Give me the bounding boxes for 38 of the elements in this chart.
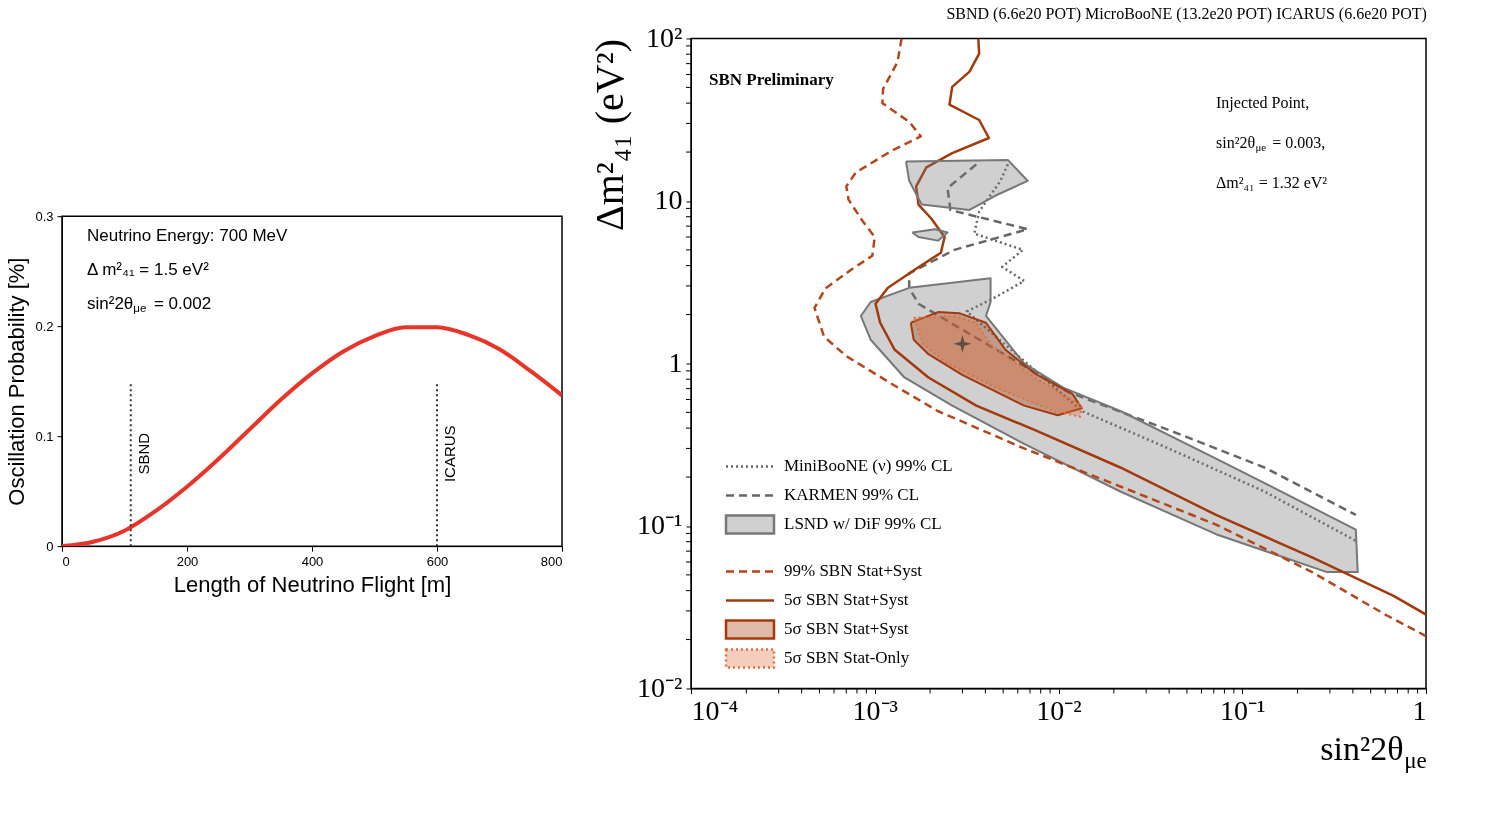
text: = 0.003, (1272, 134, 1326, 152)
y-tick-label: 0 (46, 538, 54, 554)
y-tick-label: 10⁻¹ (637, 509, 683, 541)
legend-label: LSND w/ DiF 99% CL (784, 514, 942, 534)
x-axis-title: Length of Neutrino Flight [m] (173, 571, 452, 597)
annotation: SBN Preliminary (709, 70, 835, 90)
legend-label: 5σ SBN Stat+Syst (784, 590, 909, 610)
y-tick-label: 1 (668, 346, 683, 378)
x-tick-label: 10⁻¹ (1220, 694, 1266, 726)
annotation: Injected Point, (1216, 94, 1310, 113)
y-tick-label: 10² (646, 21, 683, 53)
legend-label: KARMEN 99% CL (784, 485, 920, 505)
legend-label: MiniBooNE (ν) 99% CL (784, 456, 953, 476)
ref-line-label: SBND (134, 432, 152, 475)
annotation: Δ m²₄₁ = 1.5 eV² (87, 260, 210, 280)
x-tick-label: 10⁻⁴ (691, 694, 739, 726)
y-axis-title: Δm²₄₁ (eV²) (587, 38, 633, 231)
y-tick-label: 10 (654, 184, 683, 216)
chart-title: SBND (6.6e20 POT) MicroBooNE (13.2e20 POT) ICARUS (6.6e20 POT) (946, 5, 1427, 24)
y-tick-label: 10⁻² (637, 671, 683, 703)
x-tick-label: 400 (301, 553, 324, 569)
legend-label: 5σ SBN Stat-Only (784, 648, 910, 668)
y-axis-title: Oscillation Probability [%] (4, 257, 30, 506)
ref-line-label: ICARUS (441, 425, 458, 483)
y-tick-label: 0.1 (35, 428, 54, 444)
x-tick-label: 1 (1412, 694, 1427, 726)
legend-label: 99% SBN Stat+Syst (784, 561, 923, 581)
y-tick-label: 0.3 (35, 208, 54, 224)
y-tick-label: 0.2 (35, 318, 54, 334)
x-tick-label: 800 (540, 553, 563, 569)
x-tick-label: 0 (62, 553, 70, 569)
x-tick-label: 10⁻³ (852, 694, 898, 726)
legend-label: 5σ SBN Stat+Syst (784, 619, 909, 639)
x-tick-label: 600 (426, 553, 449, 569)
x-tick-label: 200 (176, 553, 199, 569)
annotation: Δm²₄₁ = 1.32 eV² (1216, 174, 1328, 192)
x-tick-label: 10⁻² (1036, 694, 1082, 726)
annotation: Neutrino Energy: 700 MeV (87, 226, 288, 246)
